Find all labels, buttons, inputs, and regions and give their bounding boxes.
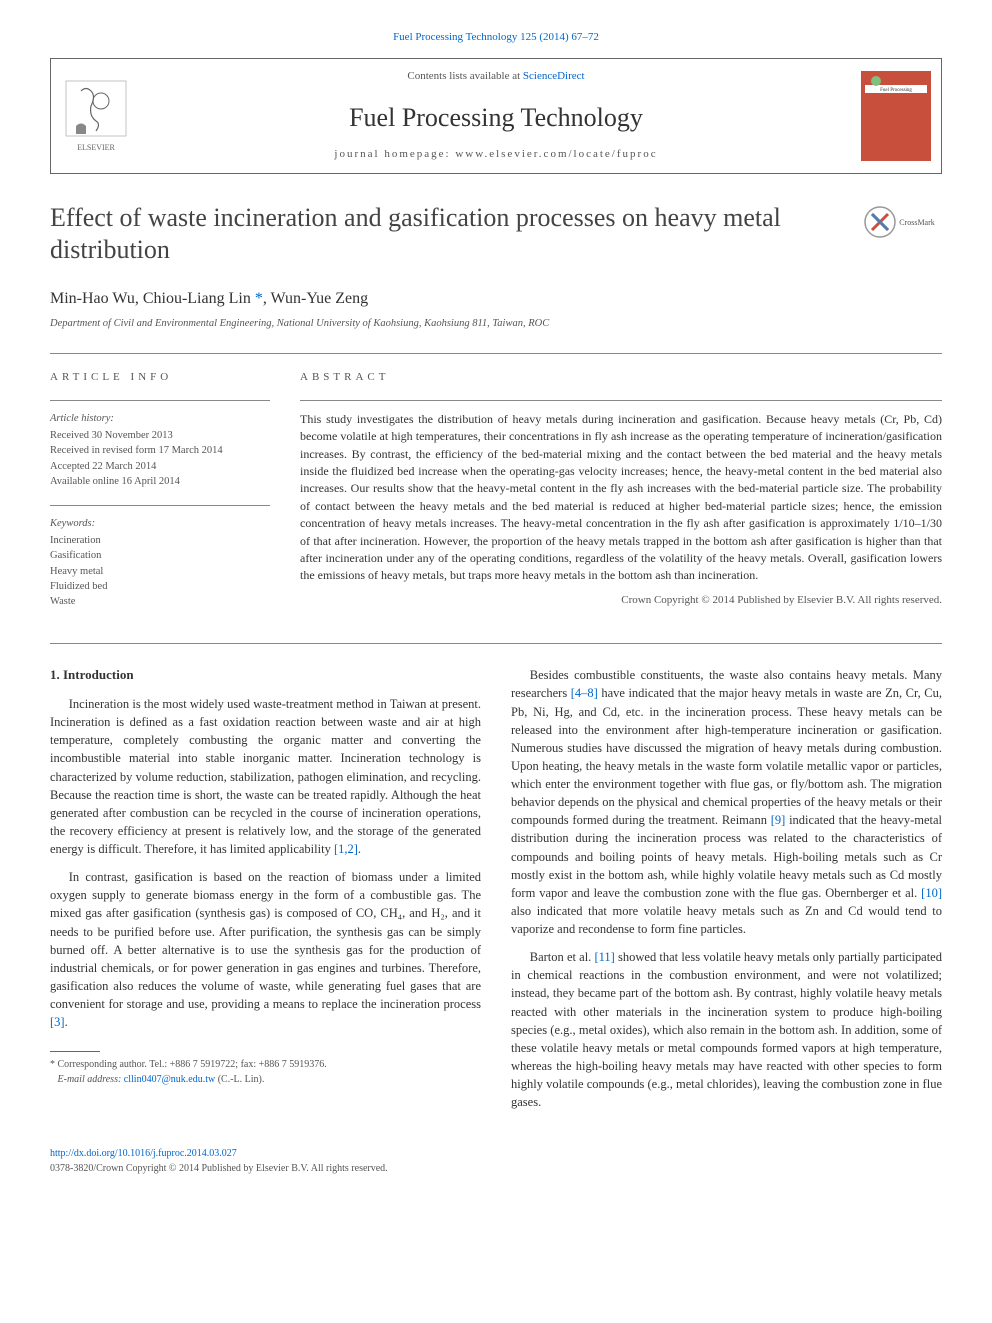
elsevier-logo: ELSEVIER (51, 59, 141, 173)
p3b: have indicated that the major heavy meta… (511, 686, 942, 827)
ref-11[interactable]: [11] (594, 950, 614, 964)
body-columns: 1. Introduction Incineration is the most… (50, 666, 942, 1121)
corr-mark-icon: * (255, 290, 263, 307)
abstract-col: ABSTRACT This study investigates the dis… (300, 370, 942, 625)
footnote: * Corresponding author. Tel.: +886 7 591… (50, 1058, 481, 1087)
meta-abstract-row: ARTICLE INFO Article history: Received 3… (50, 354, 942, 643)
history-3: Available online 16 April 2014 (50, 474, 270, 489)
history-block: Article history: Received 30 November 20… (50, 411, 270, 489)
para-3: Besides combustible constituents, the wa… (511, 666, 942, 938)
kw-1: Gasification (50, 548, 270, 563)
title-block: Effect of waste incineration and gasific… (50, 202, 862, 281)
p4a: Barton et al. (530, 950, 595, 964)
contents-line: Contents lists available at ScienceDirec… (161, 69, 831, 85)
svg-text:CrossMark: CrossMark (899, 218, 935, 227)
keywords-label: Keywords: (50, 516, 270, 531)
journal-header: ELSEVIER Contents lists available at Sci… (50, 58, 942, 174)
p2a: In contrast, gasification is based on th… (50, 870, 481, 1011)
corr-email-link[interactable]: cllin0407@nuk.edu.tw (124, 1074, 215, 1085)
p2b: . (65, 1015, 68, 1029)
intro-heading: 1. Introduction (50, 666, 481, 685)
p1b: . (358, 842, 361, 856)
journal-cover: Fuel Processing (851, 59, 941, 173)
authors: Min-Hao Wu, Chiou-Liang Lin *, Wun-Yue Z… (50, 287, 942, 310)
ref-9[interactable]: [9] (771, 813, 786, 827)
email-tail: (C.-L. Lin). (215, 1074, 264, 1085)
rule-abs (300, 400, 942, 401)
crossmark-badge[interactable]: CrossMark (862, 202, 942, 248)
title-row: Effect of waste incineration and gasific… (50, 202, 942, 281)
p3d: also indicated that more volatile heavy … (511, 904, 942, 936)
keywords-block: Keywords: Incineration Gasification Heav… (50, 516, 270, 609)
top-citation: Fuel Processing Technology 125 (2014) 67… (50, 30, 942, 46)
history-label: Article history: (50, 411, 270, 426)
para-2: In contrast, gasification is based on th… (50, 868, 481, 1031)
abstract-copyright: Crown Copyright © 2014 Published by Else… (300, 593, 942, 609)
homepage-url: www.elsevier.com/locate/fuproc (455, 148, 657, 160)
rule-info (50, 400, 270, 401)
footnote-text: Corresponding author. Tel.: +886 7 59197… (55, 1059, 327, 1070)
history-2: Accepted 22 March 2014 (50, 459, 270, 474)
p4b: showed that less volatile heavy metals o… (511, 950, 942, 1109)
homepage-prefix: journal homepage: (334, 148, 455, 160)
footnote-rule (50, 1051, 100, 1052)
authors-lead: Min-Hao Wu, Chiou-Liang Lin (50, 290, 255, 307)
sciencedirect-link[interactable]: ScienceDirect (523, 70, 585, 82)
page-footer: http://dx.doi.org/10.1016/j.fuproc.2014.… (50, 1147, 942, 1176)
article-info-col: ARTICLE INFO Article history: Received 3… (50, 370, 270, 625)
article-info-head: ARTICLE INFO (50, 370, 270, 386)
history-0: Received 30 November 2013 (50, 428, 270, 443)
issn-line: 0378-3820/Crown Copyright © 2014 Publish… (50, 1163, 388, 1174)
ref-4-8[interactable]: [4–8] (571, 686, 598, 700)
authors-tail: , Wun-Yue Zeng (263, 290, 368, 307)
rule-kw (50, 505, 270, 506)
email-label: E-mail address: (58, 1074, 124, 1085)
kw-0: Incineration (50, 533, 270, 548)
p1a: Incineration is the most widely used was… (50, 697, 481, 856)
ref-1-2[interactable]: [1,2] (334, 842, 358, 856)
history-1: Received in revised form 17 March 2014 (50, 443, 270, 458)
ref-3[interactable]: [3] (50, 1015, 65, 1029)
para-4: Barton et al. [11] showed that less vola… (511, 948, 942, 1111)
header-center: Contents lists available at ScienceDirec… (141, 59, 851, 173)
homepage-line: journal homepage: www.elsevier.com/locat… (161, 147, 831, 163)
para-1: Incineration is the most widely used was… (50, 695, 481, 858)
rule-bottom (50, 643, 942, 644)
article-title: Effect of waste incineration and gasific… (50, 202, 862, 267)
svg-text:Fuel Processing: Fuel Processing (880, 88, 912, 93)
abstract-head: ABSTRACT (300, 370, 942, 386)
affiliation: Department of Civil and Environmental En… (50, 316, 942, 331)
abstract-text: This study investigates the distribution… (300, 411, 942, 585)
doi-link[interactable]: http://dx.doi.org/10.1016/j.fuproc.2014.… (50, 1148, 237, 1159)
ref-10[interactable]: [10] (921, 886, 942, 900)
kw-4: Waste (50, 594, 270, 609)
contents-prefix: Contents lists available at (407, 70, 522, 82)
svg-text:ELSEVIER: ELSEVIER (77, 143, 115, 152)
journal-name: Fuel Processing Technology (161, 99, 831, 137)
kw-3: Fluidized bed (50, 579, 270, 594)
kw-2: Heavy metal (50, 564, 270, 579)
